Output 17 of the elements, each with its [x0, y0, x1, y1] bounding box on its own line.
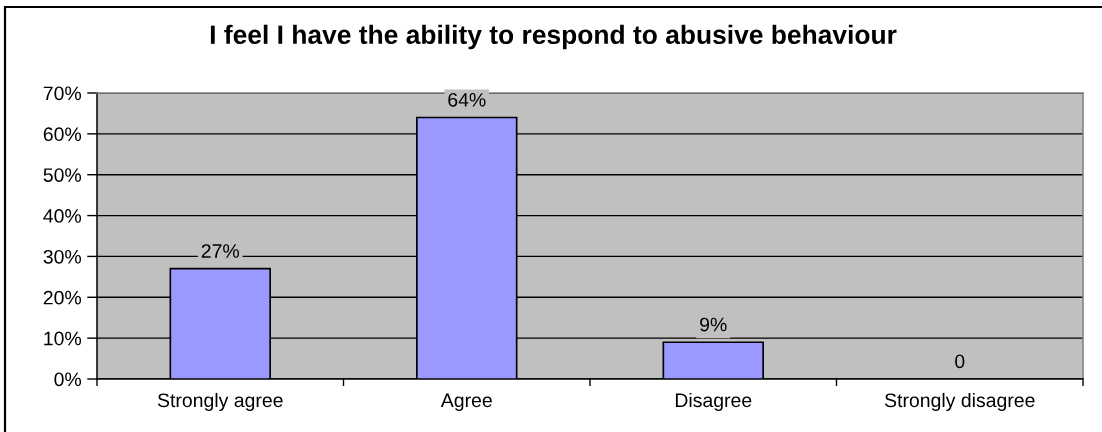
y-tick-label: 70% — [43, 86, 82, 101]
data-label: 9% — [700, 317, 727, 332]
data-label: 27% — [201, 244, 240, 258]
x-tick-label: Agree — [440, 393, 492, 412]
y-tick-label: 0% — [54, 372, 82, 387]
data-label: 0 — [955, 354, 965, 369]
x-tick-label: Strongly disagree — [884, 392, 1035, 412]
y-tick-label: 50% — [43, 168, 82, 182]
data-label: 64% — [448, 92, 486, 107]
x-tick-label: Disagree — [675, 392, 752, 412]
y-tick-label: 30% — [43, 249, 82, 264]
y-tick-label: 60% — [43, 127, 82, 142]
x-tick-label: Strongly agree — [157, 392, 283, 412]
y-tick-label: 10% — [44, 331, 82, 346]
chart-title: I feel I have the ability to respond to abusive behaviour — [210, 24, 897, 50]
y-tick-label: 20% — [43, 290, 82, 305]
y-tick-label: 40% — [43, 209, 82, 223]
